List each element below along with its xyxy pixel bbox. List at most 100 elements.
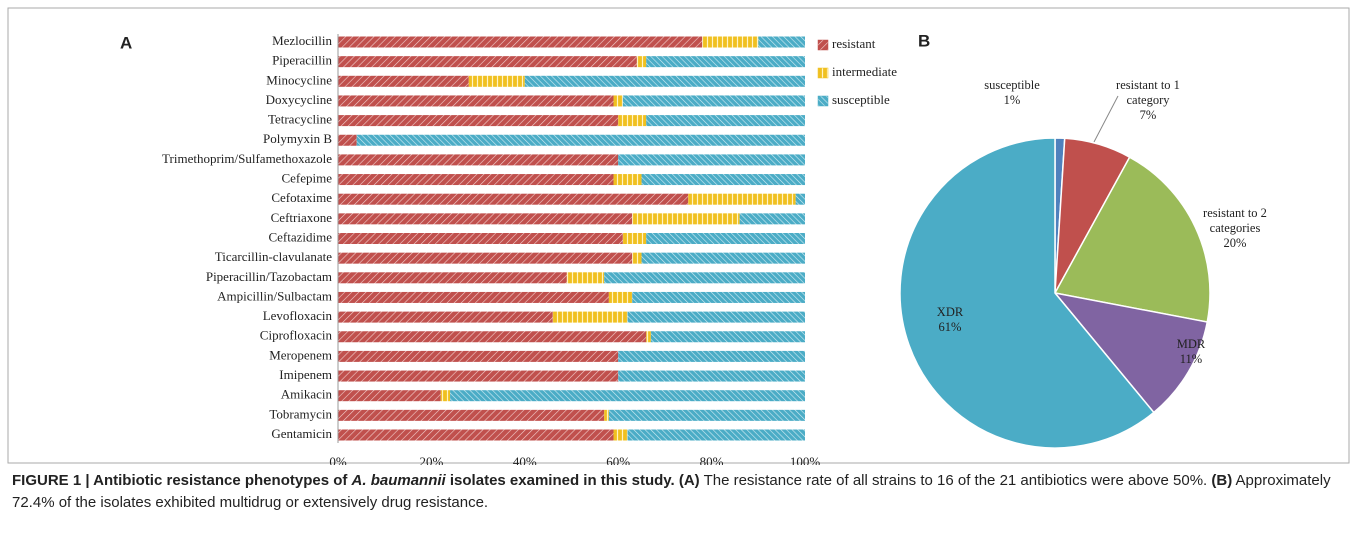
pie-category: resistant to 1 category bbox=[1116, 78, 1180, 107]
bar-segment bbox=[613, 429, 628, 441]
y-tick-label: Trimethoprim/Sulfamethoxazole bbox=[162, 151, 332, 166]
legend-label: susceptible bbox=[832, 92, 890, 107]
bar-segment bbox=[338, 134, 357, 146]
pie-label: susceptible 1% bbox=[972, 78, 1052, 108]
pie-label: MDR 11% bbox=[1156, 337, 1226, 367]
bar-segment bbox=[618, 370, 805, 382]
bar-segment bbox=[338, 56, 637, 68]
bar-segment bbox=[338, 291, 609, 303]
y-tick-label: Cefepime bbox=[281, 171, 332, 186]
bar-segment bbox=[618, 350, 805, 362]
y-tick-label: Gentamicin bbox=[271, 426, 332, 441]
bar-segment bbox=[632, 213, 740, 225]
panel-label: B bbox=[918, 31, 930, 50]
bar-segment bbox=[338, 350, 619, 362]
bar-segment bbox=[450, 390, 805, 402]
y-tick-label: Imipenem bbox=[279, 367, 332, 382]
pie-label: XDR 61% bbox=[920, 305, 980, 335]
caption-title: FIGURE 1 | Antibiotic resistance phenoty… bbox=[12, 472, 352, 489]
bar-segment bbox=[338, 429, 614, 441]
leader-line bbox=[1093, 95, 1119, 143]
bar-segment bbox=[338, 174, 614, 186]
bar-segment bbox=[627, 311, 805, 323]
bar-segment bbox=[338, 331, 647, 343]
bar-segment bbox=[524, 75, 805, 87]
pie-value-label: 11% bbox=[1179, 352, 1203, 366]
bar-segment bbox=[636, 56, 647, 68]
bar-segment bbox=[338, 213, 633, 225]
bar-segment bbox=[702, 36, 759, 48]
caption-ref: (B) bbox=[1211, 472, 1233, 489]
figure-border bbox=[7, 7, 1350, 464]
y-tick-label: Piperacillin bbox=[272, 53, 332, 68]
caption: FIGURE 1 | Antibiotic resistance phenoty… bbox=[12, 470, 1342, 514]
pie-category: susceptible bbox=[984, 78, 1040, 92]
bar-segment bbox=[338, 75, 469, 87]
bar-segment bbox=[646, 56, 805, 68]
y-tick-label: Meropenem bbox=[269, 347, 332, 362]
panel-label: A bbox=[120, 33, 132, 52]
bar-segment bbox=[552, 311, 628, 323]
y-tick-label: Piperacillin/Tazobactam bbox=[206, 269, 332, 284]
bar-segment bbox=[627, 429, 805, 441]
bar-segment bbox=[338, 36, 703, 48]
bar-segment bbox=[622, 233, 647, 244]
bar-segment bbox=[338, 390, 441, 402]
pie-category: resistant to 2 categories bbox=[1203, 206, 1267, 235]
pie-slice bbox=[1053, 156, 1211, 323]
y-tick-label: Amikacin bbox=[281, 387, 333, 402]
legend-swatch bbox=[817, 95, 829, 107]
x-tick-label: 60% bbox=[606, 454, 630, 465]
y-tick-label: Mezlocillin bbox=[272, 33, 332, 48]
y-tick-label: Cefotaxime bbox=[271, 190, 332, 205]
bar-segment bbox=[338, 409, 605, 421]
bar-segment bbox=[338, 154, 619, 166]
legend-swatch bbox=[817, 67, 829, 79]
pie-slice bbox=[1053, 291, 1209, 414]
bar-segment bbox=[613, 95, 623, 107]
bar-segment bbox=[739, 213, 805, 225]
caption-species: A. baumannii bbox=[351, 472, 446, 489]
caption-ref: (A) bbox=[678, 472, 700, 489]
pie-value-label: 7% bbox=[1139, 108, 1157, 122]
caption-title: isolates examined in this study. bbox=[445, 472, 675, 489]
bar-segment bbox=[646, 331, 651, 343]
y-tick-label: Tobramycin bbox=[269, 406, 332, 421]
bar-segment bbox=[758, 36, 805, 48]
pie-value-label: 1% bbox=[1003, 93, 1021, 107]
pie-value-label: 61% bbox=[938, 320, 962, 334]
bar-segment bbox=[618, 115, 647, 127]
bar-segment bbox=[646, 115, 805, 127]
legend-label: intermediate bbox=[832, 64, 897, 79]
pie-value-label: 20% bbox=[1223, 236, 1247, 250]
bar-segment bbox=[608, 409, 805, 421]
y-tick-label: Ceftriaxone bbox=[271, 210, 333, 225]
bar-segment bbox=[622, 95, 805, 107]
bar-segment bbox=[795, 193, 805, 205]
x-tick-label: 0% bbox=[329, 454, 347, 465]
bar-segment bbox=[468, 75, 525, 87]
x-tick-label: 40% bbox=[513, 454, 537, 465]
legend-label: resistant bbox=[832, 36, 876, 51]
bar-segment bbox=[338, 252, 633, 264]
bar-segment bbox=[641, 252, 805, 264]
bar-segment bbox=[338, 115, 619, 127]
pie-category: XDR bbox=[936, 305, 964, 319]
bar-segment bbox=[604, 272, 805, 284]
x-tick-label: 100% bbox=[790, 454, 821, 465]
y-tick-label: Ampicillin/Sulbactam bbox=[217, 288, 332, 303]
y-tick-label: Ceftazidime bbox=[268, 229, 332, 244]
y-tick-label: Minocycline bbox=[266, 72, 332, 87]
chart: A B 0% 20% 40% 60% 80% 100% Mezlocillin Piperac… bbox=[7, 7, 1350, 469]
y-tick-label: Doxycycline bbox=[266, 92, 333, 107]
bar-segment bbox=[566, 272, 605, 284]
y-tick-label: Ticarcillin-clavulanate bbox=[215, 249, 332, 264]
pie-slice bbox=[899, 137, 1155, 449]
bar-segment bbox=[641, 174, 805, 186]
bar-segment bbox=[688, 193, 796, 205]
bar-segment bbox=[650, 331, 805, 343]
y-tick-label: Ciprofloxacin bbox=[260, 328, 333, 343]
bar-segment bbox=[440, 390, 451, 402]
caption-text: Approximately 72.4% of the isolates exhi… bbox=[12, 472, 1331, 511]
